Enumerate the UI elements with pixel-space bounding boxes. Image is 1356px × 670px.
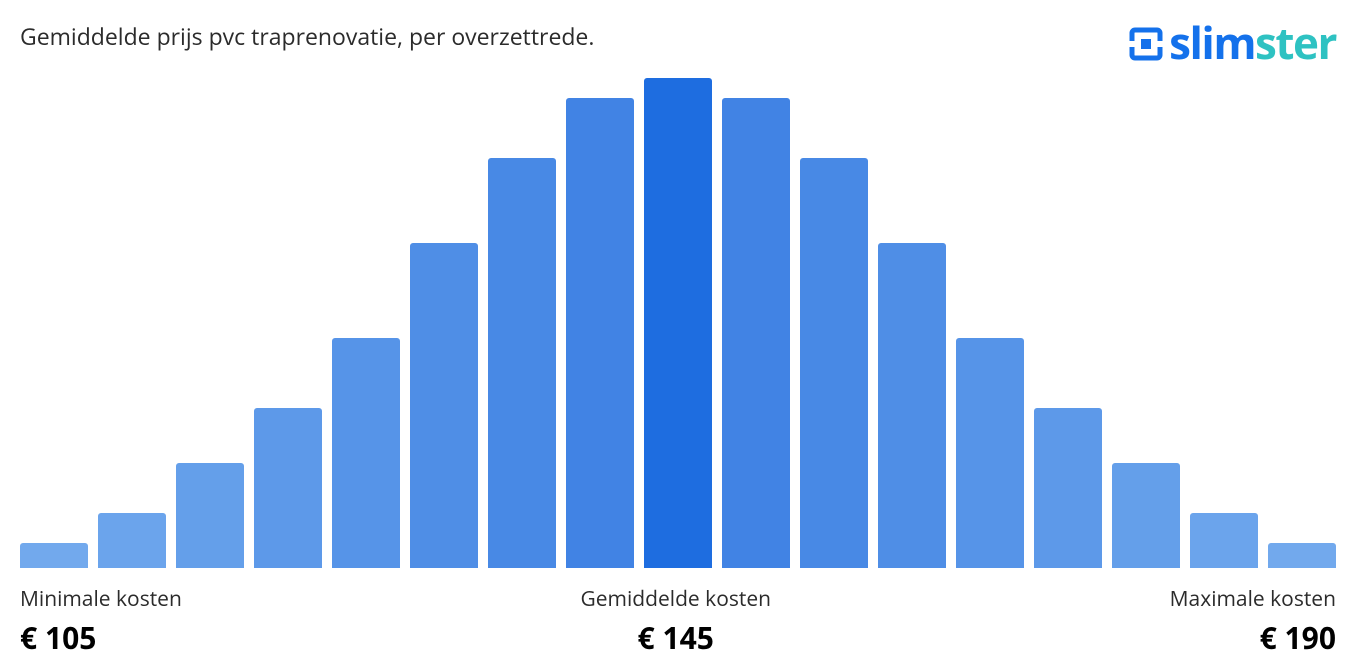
histogram-bar (332, 338, 400, 568)
histogram-bar (800, 158, 868, 568)
histogram-bar (1112, 463, 1180, 568)
histogram-bar (410, 243, 478, 568)
logo-text-part1: slim (1169, 20, 1255, 64)
cost-labels: Minimale kosten € 105 Gemiddelde kosten … (20, 585, 1336, 658)
histogram-bar (956, 338, 1024, 568)
max-cost-caption: Maximale kosten (1170, 585, 1336, 613)
min-cost-value: € 105 (20, 617, 96, 658)
avg-cost-block: Gemiddelde kosten € 145 (580, 585, 771, 658)
logo-icon (1129, 27, 1163, 61)
histogram-bar (254, 408, 322, 568)
logo: slimster (1129, 20, 1336, 64)
histogram-bar (1268, 543, 1336, 568)
histogram-bar (20, 543, 88, 568)
histogram-bar (98, 513, 166, 568)
header: Gemiddelde prijs pvc traprenovatie, per … (20, 20, 1336, 64)
max-cost-value: € 190 (1260, 617, 1336, 658)
avg-cost-value: € 145 (638, 617, 714, 658)
histogram-chart (20, 75, 1336, 568)
histogram-bar (1190, 513, 1258, 568)
histogram-bar (878, 243, 946, 568)
histogram-bar (1034, 408, 1102, 568)
page-title: Gemiddelde prijs pvc traprenovatie, per … (20, 20, 594, 52)
histogram-bar (722, 98, 790, 568)
max-cost-block: Maximale kosten € 190 (1170, 585, 1336, 658)
histogram-bar (566, 98, 634, 568)
histogram-bar (488, 158, 556, 568)
logo-text-part2: ster (1255, 20, 1336, 64)
histogram-bar (176, 463, 244, 568)
min-cost-block: Minimale kosten € 105 (20, 585, 182, 658)
avg-cost-caption: Gemiddelde kosten (580, 585, 771, 613)
min-cost-caption: Minimale kosten (20, 585, 182, 613)
histogram-bar (644, 78, 712, 568)
